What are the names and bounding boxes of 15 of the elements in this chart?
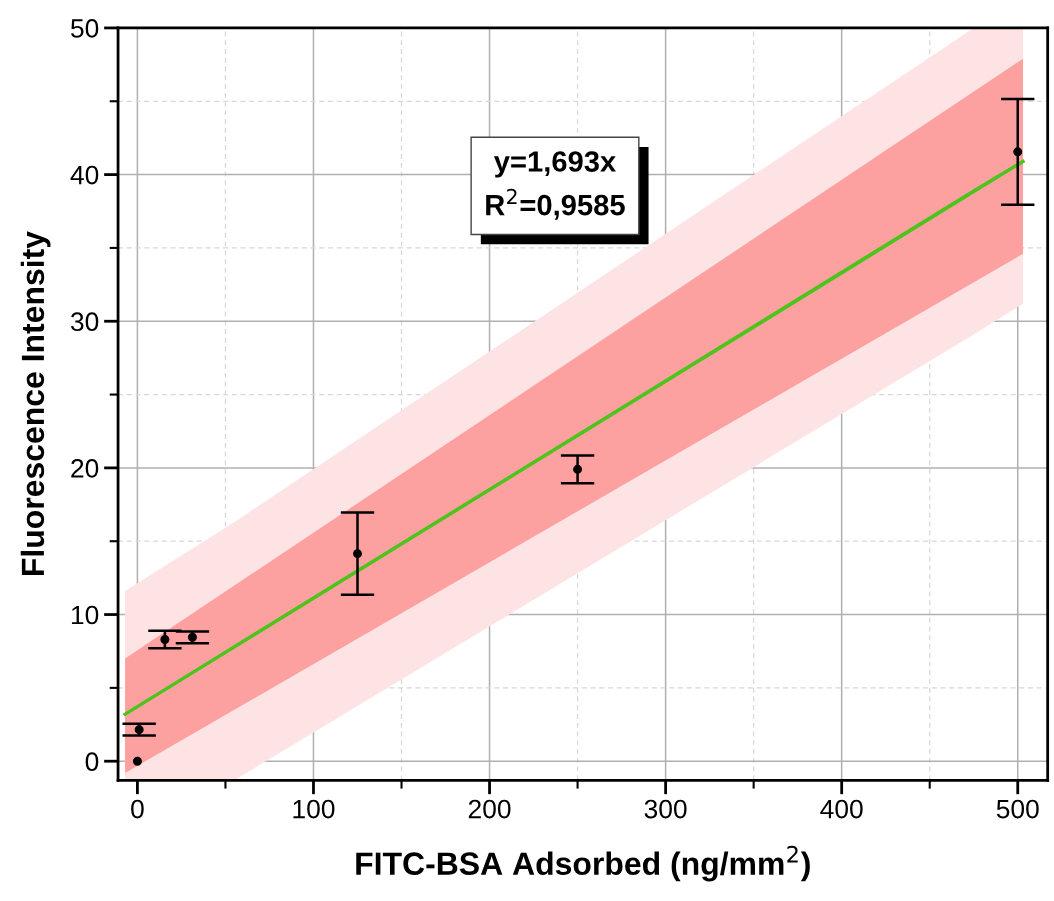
y-tick-label: 30 [70,312,99,332]
x-tick-label: 300 [644,799,687,819]
x-tick-label: 100 [293,799,335,819]
x-tick-label: 500 [996,799,1039,819]
x-tick-label: 400 [820,799,863,819]
x-tick-label: 200 [468,799,511,819]
y-tick-label: 50 [71,19,99,38]
y-axis-title: Fluorescence Intensity [20,231,51,576]
y-tick-label: 40 [70,165,99,185]
y-tick-label: 0 [85,752,99,772]
annotation: y=1,693x R$^{2}$=0,9585 [486,151,625,220]
y-tick-label: 20 [71,459,99,478]
x-axis-title: FITC-BSA Adsorbed (ng/mm$^{2}$) [356,845,810,882]
x-tick-label: 0 [131,799,144,819]
y-tick-label: 10 [71,605,99,625]
